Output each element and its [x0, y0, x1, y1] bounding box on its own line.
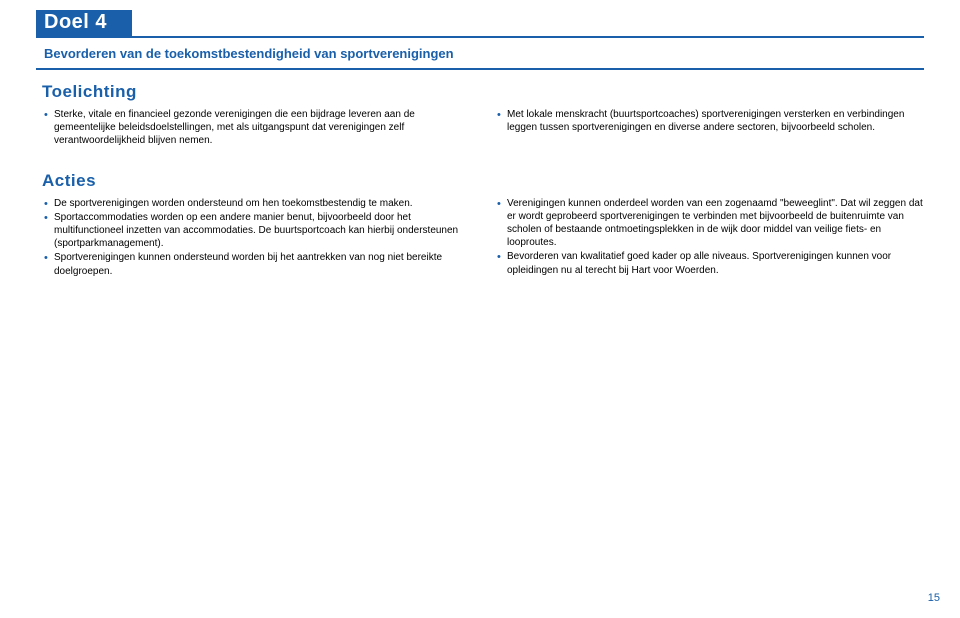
list-item: Sportverenigingen kunnen ondersteund wor… [42, 251, 471, 277]
list-item: De sportverenigingen worden ondersteund … [42, 197, 471, 210]
goal-header-row: Doel 4 [36, 10, 924, 38]
acties-col-left: De sportverenigingen worden ondersteund … [42, 197, 471, 279]
list-item: Sterke, vitale en financieel gezonde ver… [42, 108, 471, 148]
goal-subtitle: Bevorderen van de toekomstbestendigheid … [36, 38, 924, 68]
acties-list-right: Verenigingen kunnen onderdeel worden van… [495, 197, 924, 277]
section-heading-acties: Acties [36, 169, 924, 197]
toelichting-columns: Sterke, vitale en financieel gezonde ver… [36, 108, 924, 149]
list-item: Verenigingen kunnen onderdeel worden van… [495, 197, 924, 250]
toelichting-list-left: Sterke, vitale en financieel gezonde ver… [42, 108, 471, 148]
section-heading-toelichting: Toelichting [36, 80, 924, 108]
page: Doel 4 Bevorderen van de toekomstbestend… [0, 0, 960, 618]
list-item: Bevorderen van kwalitatief goed kader op… [495, 250, 924, 276]
list-item: Sportaccommodaties worden op een andere … [42, 211, 471, 251]
list-item: Met lokale menskracht (buurtsportcoaches… [495, 108, 924, 134]
acties-list-left: De sportverenigingen worden ondersteund … [42, 197, 471, 278]
goal-label: Doel 4 [36, 10, 132, 36]
acties-col-right: Verenigingen kunnen onderdeel worden van… [495, 197, 924, 279]
toelichting-col-right: Met lokale menskracht (buurtsportcoaches… [495, 108, 924, 149]
acties-columns: De sportverenigingen worden ondersteund … [36, 197, 924, 279]
page-number: 15 [928, 592, 940, 604]
toelichting-col-left: Sterke, vitale en financieel gezonde ver… [42, 108, 471, 149]
toelichting-list-right: Met lokale menskracht (buurtsportcoaches… [495, 108, 924, 134]
